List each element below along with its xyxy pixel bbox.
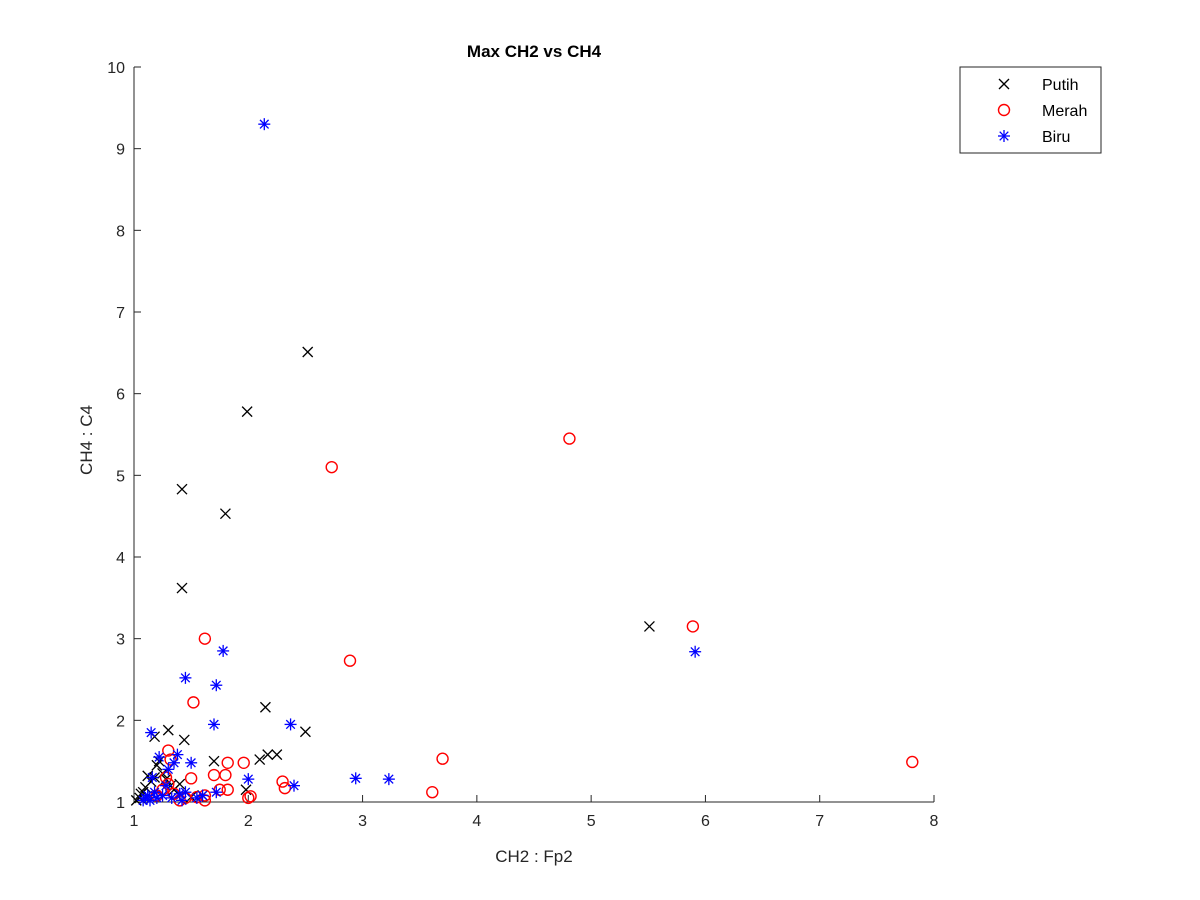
- x-tick-label: 3: [358, 813, 367, 830]
- x-tick-label: 5: [587, 813, 596, 830]
- data-point-biru: [179, 786, 192, 799]
- data-point-merah: [426, 786, 439, 799]
- data-point-biru: [156, 789, 169, 802]
- data-point-biru: [258, 118, 271, 131]
- data-point-merah: [436, 752, 449, 765]
- chart-title: Max CH2 vs CH4: [467, 42, 602, 61]
- y-tick-label: 3: [116, 632, 125, 649]
- x-tick-label: 8: [930, 813, 939, 830]
- data-point-biru: [145, 726, 158, 739]
- data-point-merah: [325, 460, 338, 474]
- data-point-merah: [343, 654, 357, 667]
- data-point-biru: [284, 718, 297, 731]
- data-point-putih: [208, 755, 220, 767]
- y-tick-label: 7: [116, 305, 125, 322]
- y-ticks: 1 2 3 4 5 6 7 8 9 10: [107, 60, 141, 812]
- data-point-merah: [221, 783, 234, 796]
- data-point-merah: [563, 432, 576, 445]
- data-point-putih: [241, 406, 253, 418]
- data-point-biru: [242, 773, 255, 786]
- legend-item-putih: Putih: [998, 77, 1078, 94]
- data-point-merah: [237, 756, 250, 769]
- data-point-putih: [254, 754, 266, 765]
- data-point-merah: [242, 791, 255, 805]
- y-tick-label: 4: [116, 550, 125, 567]
- legend-marker-putih: [998, 78, 1010, 90]
- legend-marker-merah: [997, 103, 1011, 117]
- x-tick-label: 6: [701, 813, 710, 830]
- data-point-merah: [221, 756, 234, 769]
- y-tick-label: 1: [116, 795, 125, 812]
- data-point-merah: [278, 781, 292, 795]
- data-point-biru: [217, 644, 230, 657]
- data-point-merah: [686, 620, 700, 633]
- data-point-biru: [382, 773, 395, 786]
- data-point-merah: [162, 777, 175, 791]
- legend: Putih Merah Biru: [959, 66, 1102, 154]
- data-point-putih: [299, 726, 311, 738]
- legend-label-putih: Putih: [1042, 77, 1078, 94]
- data-point-biru: [196, 789, 209, 802]
- data-point-merah: [187, 696, 200, 709]
- data-point-putih: [178, 734, 190, 746]
- axes: 1 2 3 4 5 6 7 8 1 2 3 4 5 6 7 8 9 10: [107, 60, 938, 830]
- y-tick-label: 10: [107, 60, 125, 77]
- data-point-biru: [162, 763, 175, 776]
- x-tick-label: 1: [130, 813, 139, 830]
- legend-label-biru: Biru: [1042, 129, 1070, 146]
- data-point-biru: [146, 771, 159, 784]
- y-tick-label: 2: [116, 713, 125, 730]
- data-point-putih: [162, 724, 174, 736]
- x-tick-label: 7: [815, 813, 824, 830]
- data-point-putih: [174, 778, 186, 790]
- legend-items: Putih Merah Biru: [997, 77, 1087, 146]
- data-point-biru: [171, 748, 184, 761]
- data-point-biru: [349, 772, 362, 785]
- y-tick-label: 8: [116, 223, 125, 240]
- data-point-biru: [179, 671, 192, 684]
- series-merah: [150, 432, 919, 807]
- data-point-putih: [302, 346, 314, 358]
- legend-box: [959, 66, 1102, 154]
- data-point-merah: [276, 775, 289, 788]
- data-point-biru: [185, 756, 198, 769]
- x-axis-label: CH2 : Fp2: [495, 847, 572, 866]
- data-point-putih: [259, 701, 271, 713]
- data-point-putih: [271, 749, 283, 761]
- data-point-merah: [184, 772, 198, 785]
- y-tick-label: 6: [116, 387, 125, 404]
- data-point-biru: [160, 779, 172, 792]
- data-points: [130, 118, 919, 807]
- y-tick-label: 5: [116, 468, 125, 485]
- data-point-putih: [176, 483, 188, 495]
- data-point-merah: [906, 755, 919, 769]
- data-point-merah: [219, 768, 232, 782]
- data-point-putih: [176, 582, 188, 594]
- legend-marker-biru: [998, 130, 1010, 142]
- series-biru: [137, 118, 702, 807]
- y-axis-label: CH4 : C4: [77, 405, 96, 475]
- data-point-biru: [288, 779, 300, 792]
- legend-label-merah: Merah: [1042, 103, 1087, 120]
- data-point-putih: [262, 749, 274, 761]
- legend-item-merah: Merah: [997, 103, 1087, 120]
- data-point-biru: [210, 786, 223, 799]
- legend-item-biru: Biru: [998, 129, 1070, 146]
- data-point-putih: [219, 508, 231, 520]
- data-point-biru: [208, 718, 220, 731]
- data-point-biru: [210, 679, 223, 692]
- x-ticks: 1 2 3 4 5 6 7 8: [130, 795, 939, 830]
- x-tick-label: 2: [244, 813, 253, 830]
- data-point-biru: [153, 751, 166, 764]
- data-point-merah: [198, 632, 212, 645]
- data-point-merah: [164, 753, 177, 766]
- data-point-biru: [144, 794, 156, 807]
- data-point-putih: [643, 620, 655, 632]
- data-point-merah: [244, 790, 257, 803]
- x-tick-label: 4: [472, 813, 481, 830]
- data-point-biru: [689, 645, 702, 658]
- y-tick-label: 9: [116, 142, 125, 159]
